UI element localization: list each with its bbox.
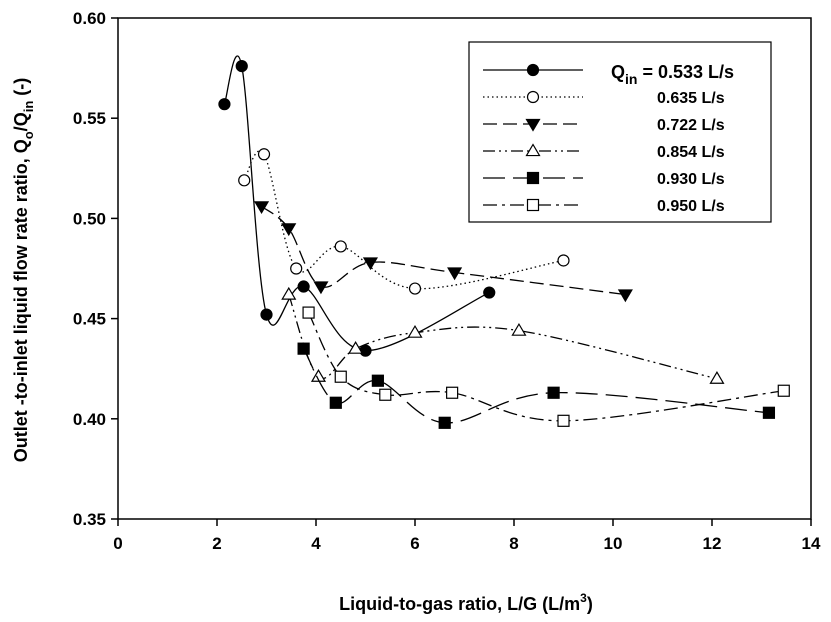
data-point [617, 289, 633, 303]
data-point [408, 282, 422, 295]
y-tick-label: 0.50 [73, 209, 106, 228]
data-point [313, 281, 329, 295]
x-tick-label: 4 [311, 534, 321, 553]
series-line [261, 205, 626, 296]
data-point [334, 370, 347, 383]
legend-label: 0.930 L/s [657, 171, 725, 188]
y-axis-title: Outlet -to-inlet liquid flow rate ratio,… [11, 78, 36, 463]
data-point [297, 280, 310, 293]
data-point [362, 257, 378, 271]
data-point [557, 414, 570, 427]
data-point [310, 369, 327, 382]
legend-marker [525, 143, 541, 157]
x-tick-label: 12 [703, 534, 722, 553]
data-point [254, 201, 270, 215]
data-point [235, 59, 248, 73]
series-layer [218, 55, 790, 429]
legend-marker [525, 118, 541, 132]
legend-label: Qin = 0.533 L/s [611, 62, 734, 87]
y-tick-label: 0.35 [73, 510, 106, 529]
data-point [407, 324, 423, 338]
legend-marker [526, 198, 540, 212]
data-point [260, 308, 273, 321]
x-tick-label: 8 [509, 534, 518, 553]
y-tick-label: 0.60 [73, 9, 106, 28]
data-point [359, 344, 372, 357]
data-point [329, 396, 342, 409]
legend-marker [526, 171, 540, 185]
data-point [218, 98, 231, 111]
data-point [379, 388, 392, 401]
series-1 [218, 55, 496, 357]
data-point [348, 340, 364, 354]
data-point [238, 174, 251, 187]
series-3 [254, 201, 633, 303]
data-point [281, 223, 297, 237]
data-point [290, 262, 303, 275]
data-point [777, 384, 790, 397]
data-point [257, 148, 271, 161]
legend-label: 0.950 L/s [657, 198, 725, 215]
data-point [511, 322, 527, 336]
series-2 [238, 148, 570, 295]
legend-box [468, 41, 772, 223]
data-point [557, 254, 570, 267]
x-tick-label: 14 [802, 534, 821, 553]
legend-label: 0.722 L/s [657, 117, 725, 134]
data-point [297, 342, 310, 355]
data-point [446, 386, 459, 399]
legend-marker [526, 90, 540, 104]
series-5 [297, 342, 776, 429]
series-4 [281, 286, 725, 384]
x-tick-label: 6 [410, 534, 419, 553]
legend-label: 0.635 L/s [657, 90, 725, 107]
y-tick-label: 0.45 [73, 310, 106, 329]
legend-marker [526, 63, 540, 77]
x-tick-label: 10 [604, 534, 623, 553]
plot-frame [117, 17, 812, 520]
legend-label: 0.854 L/s [657, 144, 725, 161]
x-tick-label: 0 [113, 534, 122, 553]
y-tick-label: 0.40 [73, 410, 106, 429]
data-point [302, 306, 315, 319]
data-point [447, 267, 463, 281]
x-axis-title: Liquid-to-gas ratio, L/G (L/m3) [339, 591, 593, 614]
plot-area: 0 2 4 6 8 10 12 14 0.35 0.40 0.45 0.50 0.55 0.60 [73, 9, 821, 553]
series-line [307, 312, 784, 422]
data-point [709, 371, 725, 384]
data-point [762, 406, 776, 419]
data-point [281, 286, 297, 300]
series-6 [302, 306, 790, 427]
data-point [334, 240, 347, 253]
legend: Qin = 0.533 L/s 0.635 L/s 0.722 L/s 0.854 L… [468, 41, 772, 223]
x-tick-label: 2 [212, 534, 221, 553]
y-tick-label: 0.55 [73, 109, 106, 128]
data-point [371, 374, 384, 387]
data-point [438, 416, 451, 429]
data-point [483, 286, 496, 299]
data-point [547, 386, 560, 399]
